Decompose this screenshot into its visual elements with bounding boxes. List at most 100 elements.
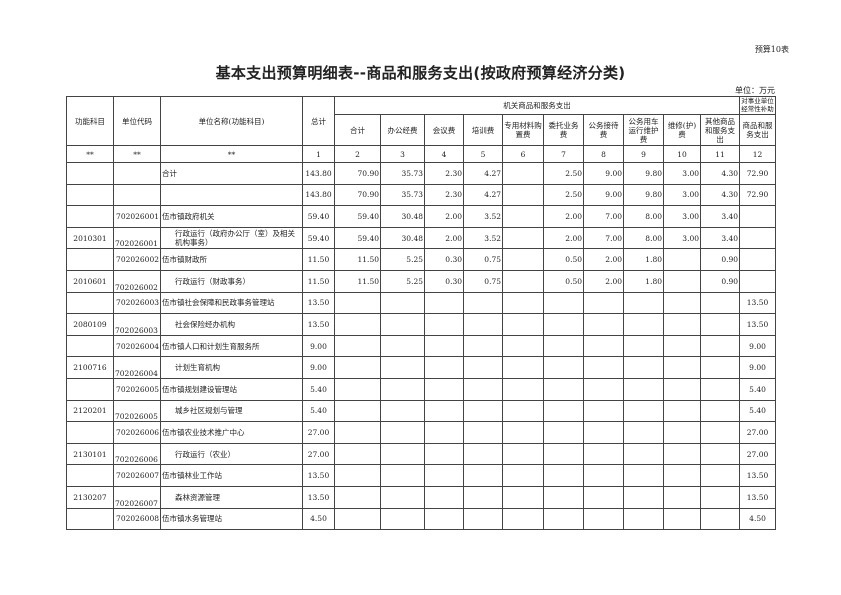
value-cell [380, 507, 425, 531]
subsidy-cell: 13.50 [739, 313, 777, 336]
value-cell [502, 162, 544, 185]
subsidy-cell: 9.00 [739, 356, 777, 379]
subsidy-cell: 13.50 [739, 485, 777, 509]
value-cell [623, 334, 664, 358]
value-cell [699, 377, 741, 401]
total-cell: 13.50 [302, 291, 335, 315]
value-cell [424, 399, 464, 423]
value-cell [623, 442, 664, 466]
index-cell: 1 [302, 145, 335, 163]
value-cell [424, 421, 464, 444]
unit-code-cell: 702026003 [113, 313, 161, 336]
unit-code-cell: 702026004 [113, 334, 161, 358]
subsidy-cell: 13.50 [739, 464, 777, 487]
unit-code-cell: 702026005 [113, 399, 161, 423]
index-cell: 8 [583, 145, 624, 163]
value-cell: 2.50 [543, 183, 584, 207]
index-cell: 12 [739, 145, 777, 163]
value-cell [424, 442, 464, 466]
total-cell: 13.50 [302, 464, 335, 487]
value-cell [583, 442, 624, 466]
func-subject-cell [66, 205, 114, 228]
value-cell [380, 442, 425, 466]
value-cell [463, 377, 503, 401]
table-row: 702026005 伍市镇规划建设管理站 5.40 5.40 [66, 377, 777, 401]
value-cell [663, 507, 701, 531]
value-cell [502, 442, 544, 466]
unit-name-cell: 社会保险经办机构 [160, 313, 303, 336]
unit-code-cell: 702026007 [113, 485, 161, 509]
header-col-3: 会议费 [424, 114, 464, 146]
unit-code-cell: 702026003 [113, 291, 161, 315]
subsidy-cell [739, 269, 777, 293]
value-cell [663, 485, 701, 509]
value-cell [334, 507, 381, 531]
value-cell [543, 399, 584, 423]
table-row: 702026004 伍市镇人口和计划生育服务所 9.00 9.00 [66, 334, 777, 358]
subsidy-cell [739, 205, 777, 228]
func-subject-cell: 2130101 [66, 442, 114, 466]
value-cell [663, 313, 701, 336]
value-cell: 11.50 [334, 269, 381, 293]
header-col-10: 其他商品和服务支出 [699, 114, 741, 146]
index-cell: 2 [334, 145, 381, 163]
subsidy-cell: 27.00 [739, 442, 777, 466]
budget-table: 功能科目 单位代码 单位名称(功能科目) 总计 机关商品和服务支出 对事业单位经… [66, 96, 777, 531]
unit-code-cell: 702026001 [113, 226, 161, 250]
header-unit-code: 单位代码 [113, 96, 161, 146]
total-cell: 11.50 [302, 248, 335, 271]
value-cell [623, 464, 664, 487]
value-cell [543, 485, 584, 509]
value-cell [699, 421, 741, 444]
value-cell: 1.80 [623, 269, 664, 293]
index-cell: 5 [463, 145, 503, 163]
unit-name-cell: 伍市镇人口和计划生育服务所 [160, 334, 303, 358]
value-cell [663, 334, 701, 358]
value-cell [463, 291, 503, 315]
unit-label: 单位：万元 [735, 86, 775, 95]
unit-code-cell: 702026008 [113, 507, 161, 531]
index-cell: 4 [424, 145, 464, 163]
form-number: 预算10表 [754, 45, 789, 54]
header-func-subject: 功能科目 [66, 96, 114, 146]
value-cell: 9.80 [623, 183, 664, 207]
total-cell: 143.80 [302, 162, 335, 185]
value-cell: 4.30 [699, 183, 741, 207]
table-row: 702026007 伍市镇林业工作站 13.50 13.50 [66, 464, 777, 487]
unit-name-cell: 伍市镇财政所 [160, 248, 303, 271]
total-cell: 59.40 [302, 205, 335, 228]
value-cell [543, 421, 584, 444]
value-cell [663, 421, 701, 444]
value-cell [380, 356, 425, 379]
value-cell: 2.00 [583, 269, 624, 293]
value-cell [543, 291, 584, 315]
value-cell [334, 399, 381, 423]
index-cell: ** [113, 145, 161, 163]
value-cell [502, 269, 544, 293]
value-cell: 8.00 [623, 226, 664, 250]
value-cell [623, 399, 664, 423]
value-cell [699, 399, 741, 423]
total-cell: 5.40 [302, 377, 335, 401]
subsidy-cell: 9.00 [739, 334, 777, 358]
value-cell [424, 485, 464, 509]
unit-name-cell: 伍市镇规划建设管理站 [160, 377, 303, 401]
func-subject-cell: 2080109 [66, 313, 114, 336]
unit-code-cell [113, 162, 161, 185]
value-cell [502, 313, 544, 336]
value-cell [502, 464, 544, 487]
func-subject-cell [66, 334, 114, 358]
value-cell: 30.48 [380, 226, 425, 250]
value-cell [543, 507, 584, 531]
value-cell [623, 377, 664, 401]
value-cell [663, 356, 701, 379]
table-row: 702026008 伍市镇水务管理站 4.50 4.50 [66, 507, 777, 531]
value-cell: 9.80 [623, 162, 664, 185]
value-cell [583, 313, 624, 336]
subsidy-cell: 72.90 [739, 162, 777, 185]
func-subject-cell: 2100716 [66, 356, 114, 379]
func-subject-cell [66, 377, 114, 401]
value-cell [380, 421, 425, 444]
value-cell: 70.90 [334, 162, 381, 185]
value-cell: 5.25 [380, 269, 425, 293]
